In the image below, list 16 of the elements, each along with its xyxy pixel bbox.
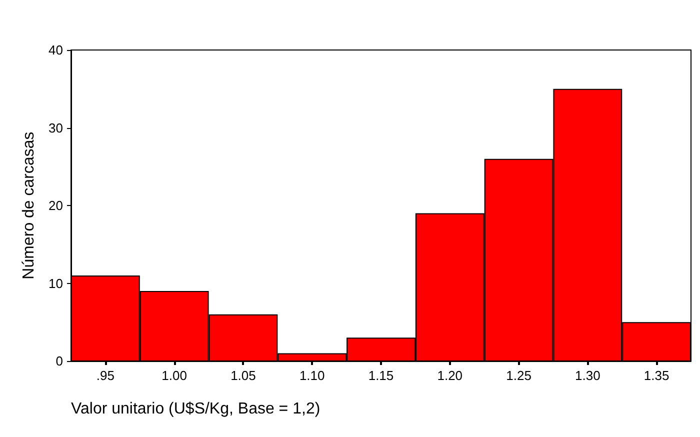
x-tick-label: 1.35 xyxy=(644,368,670,383)
x-axis-title: Valor unitario (U$S/Kg, Base = 1,2) xyxy=(71,400,320,418)
x-tick-label: 1.20 xyxy=(437,368,463,383)
y-tick-label: 10 xyxy=(48,276,63,291)
x-tick-label: 1.05 xyxy=(230,368,256,383)
y-tick-label: 0 xyxy=(56,354,63,368)
x-tick-label: 1.25 xyxy=(506,368,532,383)
y-tick-label: 20 xyxy=(48,198,63,213)
y-tick-label: 30 xyxy=(48,120,63,136)
y-tick-label: 40 xyxy=(48,42,63,58)
x-tick-label: 1.15 xyxy=(368,368,394,383)
x-tick-label: 1.00 xyxy=(162,368,187,383)
x-tick-label: 1.10 xyxy=(299,368,325,383)
y-axis-title: Número de carcasas xyxy=(20,132,38,280)
x-tick-label: .95 xyxy=(96,368,114,383)
x-tick-label: 1.30 xyxy=(575,368,600,383)
